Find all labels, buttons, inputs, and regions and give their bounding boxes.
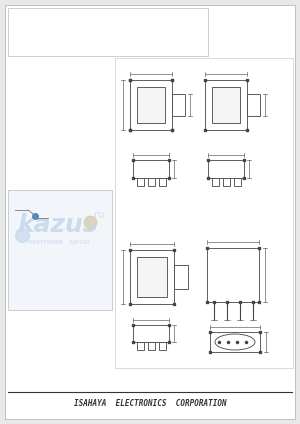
Bar — [174, 265, 188, 289]
Bar — [210, 332, 260, 352]
Bar — [159, 178, 166, 186]
Text: kazus: kazus — [18, 213, 98, 237]
Bar — [208, 160, 244, 178]
Bar — [148, 342, 155, 350]
Bar — [137, 87, 165, 123]
Bar — [133, 160, 169, 178]
Text: ISAHAYA  ELECTRONICS  CORPORATION: ISAHAYA ELECTRONICS CORPORATION — [74, 399, 226, 407]
Bar — [133, 325, 169, 342]
Bar — [8, 190, 112, 310]
Bar — [137, 178, 144, 186]
Text: ЭЛЕКТРОННЫЙ  ПОРТАЛ: ЭЛЕКТРОННЫЙ ПОРТАЛ — [27, 240, 89, 245]
Bar — [115, 58, 293, 368]
Text: .ru: .ru — [92, 210, 105, 220]
Bar — [247, 94, 260, 116]
Bar — [130, 250, 174, 304]
Bar — [207, 248, 259, 302]
Bar — [205, 80, 247, 130]
Bar — [148, 178, 155, 186]
Bar — [212, 87, 240, 123]
Bar — [212, 178, 219, 186]
Bar — [223, 178, 230, 186]
Bar — [234, 178, 241, 186]
Bar — [8, 8, 208, 56]
Bar — [137, 342, 144, 350]
Bar — [137, 257, 167, 297]
Bar — [159, 342, 166, 350]
Ellipse shape — [215, 334, 255, 350]
Bar — [130, 80, 172, 130]
Bar — [172, 94, 185, 116]
